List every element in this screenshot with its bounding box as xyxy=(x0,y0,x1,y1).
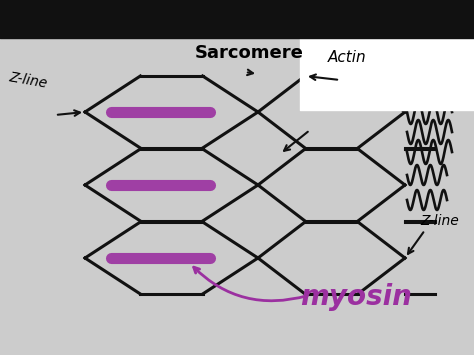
Text: Actin: Actin xyxy=(328,50,366,65)
Text: Z-line: Z-line xyxy=(8,71,49,91)
Text: myosin: myosin xyxy=(300,283,412,311)
Text: Z-line: Z-line xyxy=(420,214,459,228)
Text: Sarcomere: Sarcomere xyxy=(195,44,304,62)
